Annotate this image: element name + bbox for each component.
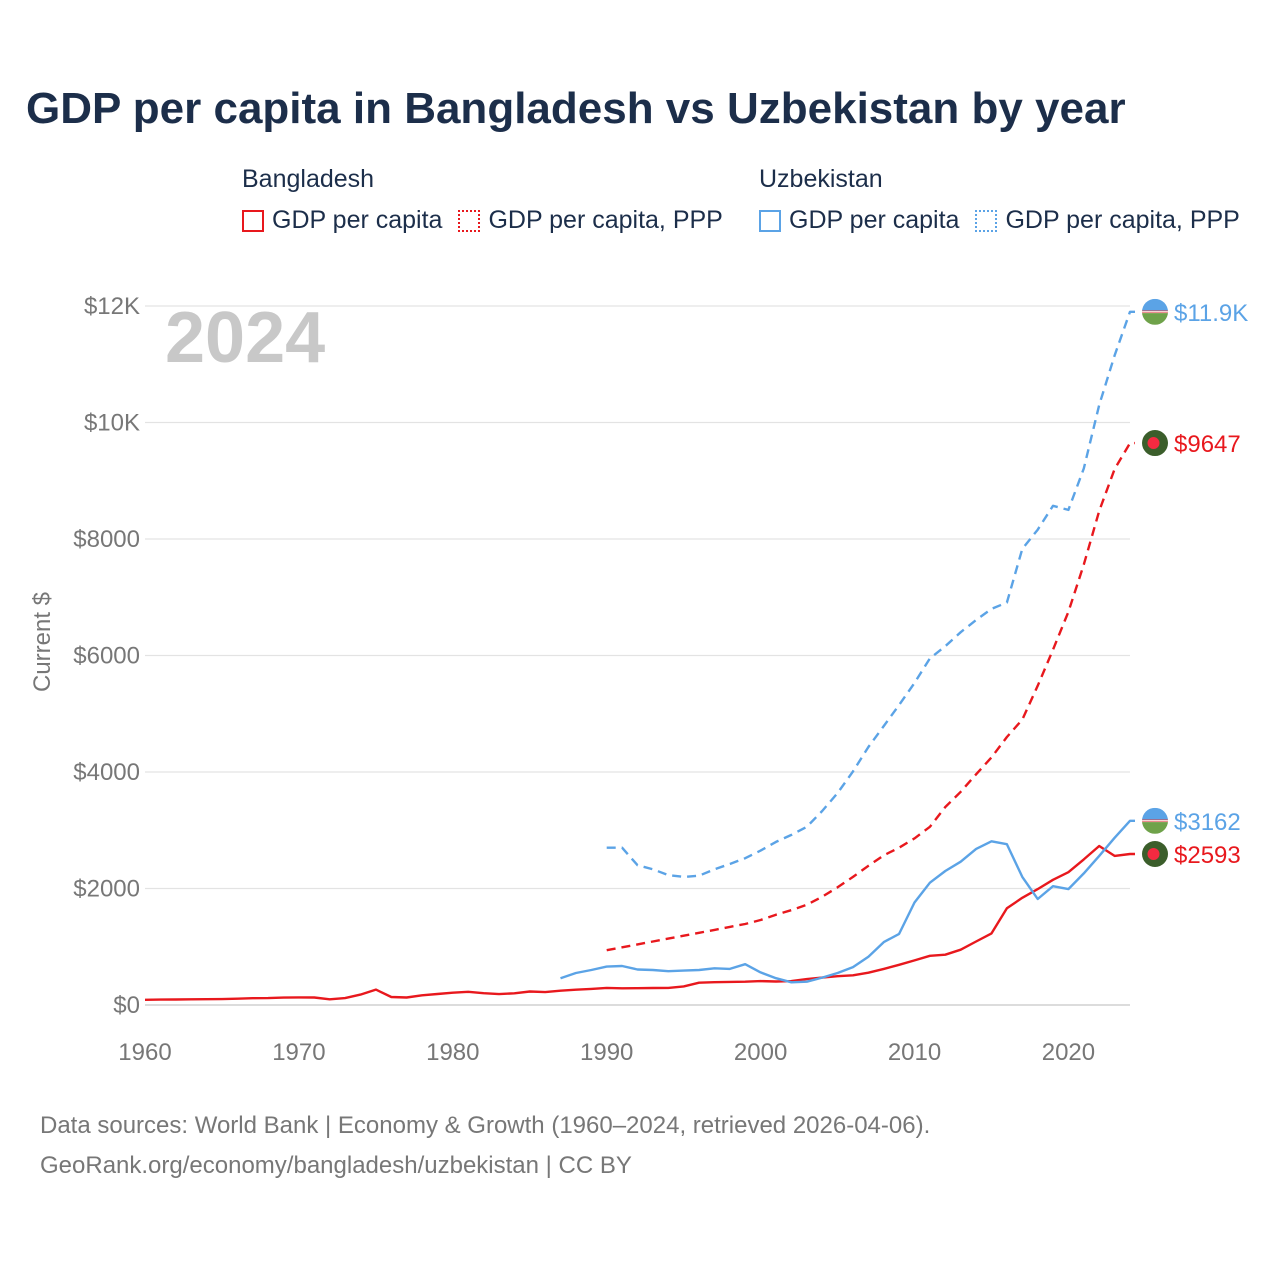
series-line-uzbekistan-gdp-per-capita[interactable] — [560, 819, 1136, 984]
y-tick-label: $10K — [84, 410, 140, 437]
y-tick-label: $4000 — [73, 759, 140, 786]
x-axis-ticks: 1960 1970 1980 1990 2000 2010 2020 — [118, 1039, 1095, 1066]
uzbekistan-flag-icon — [1142, 807, 1168, 834]
source-note: Data sources: World Bank | Economy & Gro… — [40, 1106, 930, 1186]
flag-stripe-blue — [1142, 807, 1168, 820]
series-lines — [144, 310, 1136, 1001]
legend-item-bangladesh-gdp-ppp[interactable]: GDP per capita, PPP — [458, 206, 723, 235]
y-tick-label: $12K — [84, 293, 140, 320]
uzbekistan-flag-icon — [1142, 298, 1168, 325]
year-watermark: 2024 — [165, 298, 325, 378]
grid — [145, 305, 1130, 1006]
y-axis-ticks: $0 $2000 $4000 $6000 $8000 $10K $12K — [73, 293, 140, 1019]
series-end-label: $3162 — [1174, 809, 1241, 836]
legend-label: GDP per capita — [272, 206, 443, 234]
legend-swatch-solid-icon — [759, 209, 781, 232]
x-tick-label: 2020 — [1042, 1039, 1095, 1066]
series-line-bangladesh-gdp-per-capita[interactable] — [144, 844, 1135, 1001]
legend-group-uzbekistan: Uzbekistan GDP per capita GDP per capita… — [759, 162, 1256, 235]
legend-swatch-solid-icon — [242, 209, 264, 232]
flag-stripe-green — [1142, 313, 1168, 325]
flag-stripe-blue — [1142, 298, 1168, 311]
bangladesh-flag-icon — [1142, 430, 1168, 457]
legend-item-bangladesh-gdp[interactable]: GDP per capita — [242, 206, 442, 235]
legend-item-uzbekistan-gdp[interactable]: GDP per capita — [759, 206, 959, 235]
x-tick-label: 1980 — [426, 1039, 479, 1066]
series-line-bangladesh-gdp-per-capita-ppp[interactable] — [606, 441, 1135, 952]
legend-group-bangladesh: Bangladesh GDP per capita GDP per capita… — [242, 162, 739, 235]
source-line-2[interactable]: GeoRank.org/economy/bangladesh/uzbekista… — [40, 1152, 632, 1179]
x-tick-label: 1960 — [118, 1039, 171, 1066]
flag-stripe-green — [1142, 822, 1168, 834]
flag-stripe-white — [1142, 311, 1168, 313]
x-tick-label: 2010 — [888, 1039, 941, 1066]
series-end-label: $11.9K — [1174, 300, 1248, 327]
y-tick-label: $2000 — [73, 876, 140, 903]
flag-disc — [1147, 437, 1160, 450]
y-tick-label: $6000 — [73, 643, 140, 670]
x-tick-label: 1990 — [580, 1039, 633, 1066]
flag-stripe-white — [1142, 820, 1168, 822]
bangladesh-flag-icon — [1142, 840, 1168, 867]
legend-group-title: Uzbekistan — [759, 165, 883, 193]
source-line-1: Data sources: World Bank | Economy & Gro… — [40, 1112, 931, 1139]
x-tick-label: 1970 — [272, 1039, 325, 1066]
y-tick-label: $0 — [113, 992, 140, 1019]
legend-group-title: Bangladesh — [242, 165, 375, 193]
series-end-label: $9647 — [1174, 431, 1241, 458]
legend-swatch-dotted-icon — [975, 209, 998, 232]
series-line-uzbekistan-gdp-per-capita-ppp[interactable] — [606, 310, 1135, 879]
legend-label: GDP per capita, PPP — [488, 206, 723, 234]
series-end-markers: $2593 $9647 $3162 $11.9K — [1142, 298, 1248, 869]
chart-title: GDP per capita in Bangladesh vs Uzbekist… — [26, 84, 1126, 133]
legend-label: GDP per capita — [789, 206, 960, 234]
legend-swatch-dotted-icon — [458, 209, 481, 232]
y-tick-label: $8000 — [73, 526, 140, 553]
legend-item-uzbekistan-gdp-ppp[interactable]: GDP per capita, PPP — [975, 206, 1240, 235]
series-end-label: $2593 — [1174, 842, 1241, 869]
flag-disc — [1147, 847, 1160, 860]
y-axis-label: Current $ — [29, 592, 56, 692]
x-tick-label: 2000 — [734, 1039, 787, 1066]
legend-label: GDP per capita, PPP — [1005, 206, 1240, 234]
